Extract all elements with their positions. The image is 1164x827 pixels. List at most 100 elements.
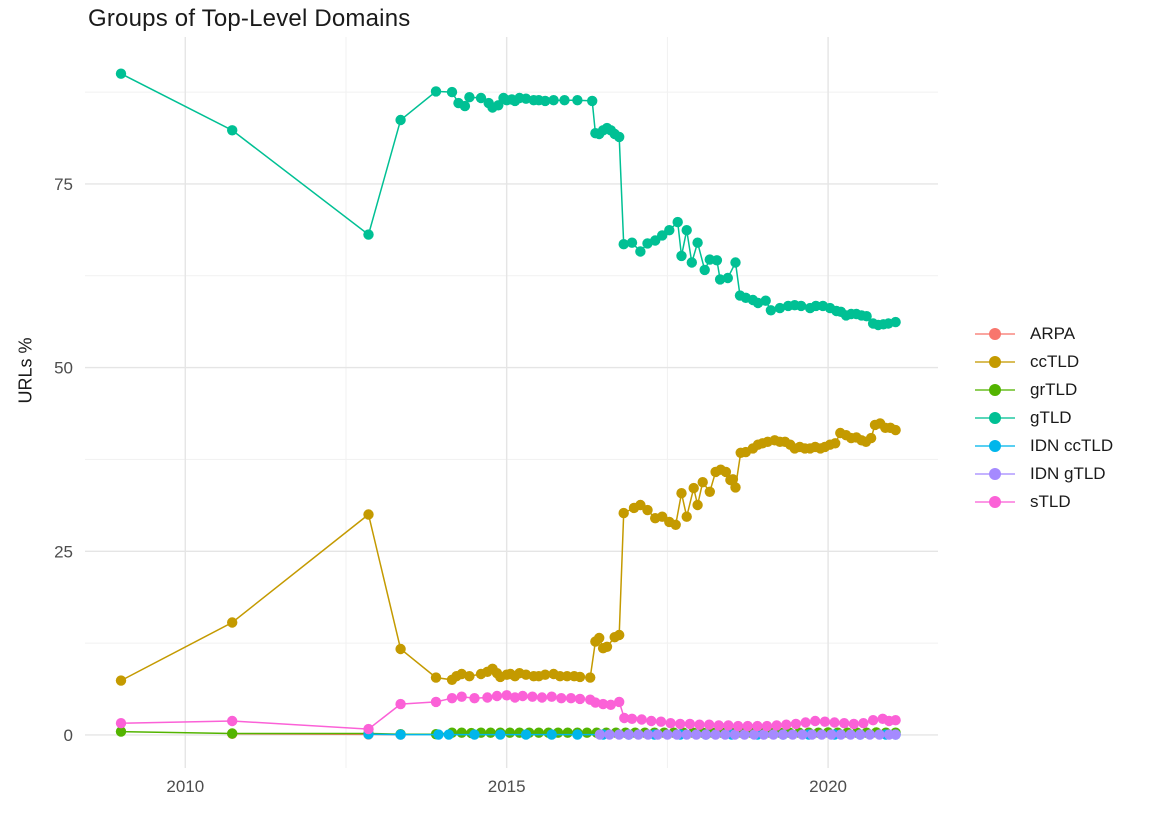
data-point: [446, 86, 458, 98]
data-point: [642, 729, 654, 740]
data-point: [115, 726, 127, 737]
data-point: [623, 729, 634, 740]
data-point: [642, 504, 653, 516]
data-point: [227, 728, 238, 739]
legend-item-sTLD: sTLD: [973, 488, 1113, 516]
data-point: [723, 720, 734, 731]
legend-label: sTLD: [1030, 492, 1071, 511]
data-point: [572, 729, 583, 740]
legend-item-ccTLD: ccTLD: [973, 348, 1113, 376]
data-point: [597, 698, 609, 710]
legend-item-IDN-ccTLD: IDN ccTLD: [973, 432, 1113, 460]
data-point: [774, 302, 786, 314]
data-point: [681, 225, 692, 236]
data-point: [710, 729, 721, 740]
data-point: [704, 486, 715, 497]
data-point: [456, 727, 467, 738]
data-point: [395, 698, 406, 710]
data-point: [585, 672, 596, 683]
data-point: [662, 729, 673, 740]
data-point: [572, 95, 583, 106]
y-tick-label: 50: [54, 359, 73, 378]
data-point: [633, 729, 644, 740]
legend-key: [973, 327, 1017, 341]
data-point: [732, 720, 744, 732]
data-point: [749, 729, 760, 740]
data-point: [565, 693, 577, 704]
data-point: [855, 729, 866, 740]
data-point: [614, 629, 625, 641]
data-point: [491, 690, 503, 702]
data-point: [692, 237, 703, 248]
data-point: [867, 715, 879, 726]
data-point: [618, 239, 629, 250]
y-tick-label: 75: [54, 175, 73, 194]
data-point: [671, 729, 683, 740]
data-point: [742, 720, 753, 732]
data-point: [559, 95, 570, 106]
legend-point-icon: [989, 384, 1001, 396]
legend-key: [973, 383, 1017, 397]
series-line: [120, 73, 896, 326]
data-point: [826, 729, 837, 740]
data-point: [635, 246, 646, 257]
data-point: [681, 729, 692, 740]
data-point: [697, 477, 708, 488]
data-point: [665, 718, 676, 729]
legend-point-icon: [989, 328, 1001, 340]
data-point: [574, 693, 586, 705]
data-point: [520, 729, 532, 740]
data-point: [713, 720, 724, 731]
data-point: [517, 690, 528, 702]
data-point: [475, 92, 487, 104]
legend-item-gTLD: gTLD: [973, 404, 1113, 432]
data-point: [816, 729, 827, 740]
data-point: [722, 272, 733, 284]
data-point: [795, 300, 807, 312]
data-point: [777, 729, 789, 740]
data-point: [664, 225, 675, 236]
y-tick-label: 25: [54, 542, 73, 561]
data-point: [430, 696, 442, 708]
data-point: [829, 717, 840, 728]
legend-point-icon: [989, 496, 1001, 508]
data-point: [691, 729, 702, 740]
data-point: [800, 717, 811, 728]
data-point: [227, 125, 238, 136]
data-point: [485, 727, 496, 738]
data-point: [692, 499, 703, 511]
data-point: [227, 715, 238, 727]
data-point: [714, 274, 726, 285]
data-point: [464, 671, 475, 682]
data-point: [655, 716, 667, 727]
data-point: [720, 729, 731, 740]
data-point: [363, 723, 374, 735]
data-point: [604, 729, 615, 740]
data-point: [469, 729, 480, 740]
data-point: [482, 692, 493, 703]
data-point: [839, 718, 850, 729]
data-point: [758, 729, 769, 740]
legend-point-icon: [989, 440, 1001, 452]
data-point: [720, 466, 732, 478]
legend-label: grTLD: [1030, 380, 1078, 399]
legend-key: [973, 411, 1017, 425]
data-point: [605, 699, 616, 710]
legend-label: ccTLD: [1030, 352, 1080, 371]
data-point: [781, 719, 792, 730]
legend: ARPA ccTLD grTLD gTLD IDN ccTLD IDN gTLD sTLD: [973, 320, 1113, 516]
data-point: [739, 729, 750, 740]
data-point: [562, 727, 573, 738]
data-point: [819, 716, 831, 727]
data-point: [469, 693, 480, 704]
data-point: [699, 264, 710, 276]
data-point: [729, 729, 741, 740]
chart-title: Groups of Top-Level Domains: [88, 5, 411, 32]
data-point: [787, 729, 798, 740]
data-point: [865, 432, 877, 444]
series-line: [120, 422, 896, 682]
data-point: [672, 216, 683, 228]
series-IDN-gTLD: [594, 729, 901, 740]
legend-label: IDN ccTLD: [1030, 436, 1114, 455]
x-tick-label: 2020: [809, 777, 847, 796]
